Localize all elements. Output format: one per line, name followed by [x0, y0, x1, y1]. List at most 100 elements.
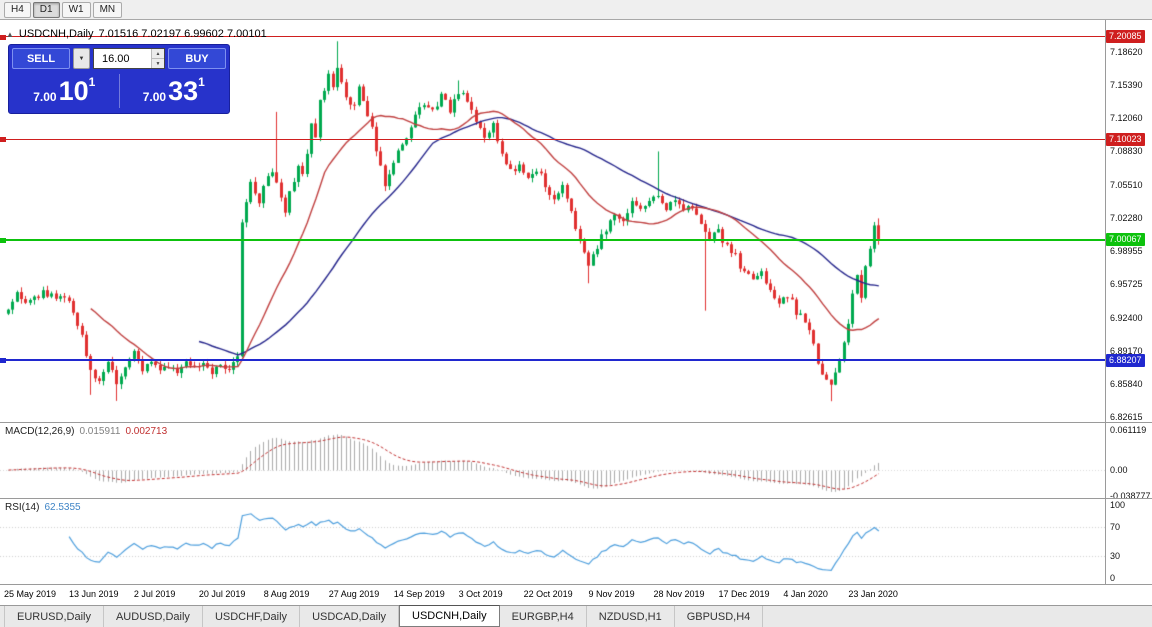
hline-6.88207[interactable] [0, 359, 1105, 362]
timeframe-button-mn[interactable]: MN [92, 1, 123, 18]
price-axis-label: 7.08830 [1110, 146, 1143, 157]
price-axis-label: 7.18620 [1110, 46, 1143, 57]
sell-price-big: 10 [58, 76, 89, 106]
sell-price-display[interactable]: 7.00 10 1 [12, 72, 117, 110]
date-label: 3 Oct 2019 [458, 589, 503, 599]
tab-eurgbp-h4[interactable]: EURGBP,H4 [500, 606, 587, 627]
axis-separator [1105, 20, 1106, 585]
rsi-canvas[interactable] [0, 499, 1105, 584]
symbol-name: USDCNH,Daily [18, 28, 94, 40]
panel-separator [0, 584, 1152, 585]
price-axis-label: 7.05510 [1110, 179, 1143, 190]
macd-canvas[interactable] [0, 423, 1105, 498]
macd-main-value: 0.015911 [79, 426, 121, 437]
rsi-axis-label: 70 [1110, 521, 1121, 532]
spinner-up-icon[interactable]: ▲ [152, 49, 164, 59]
buy-price-sup: 1 [198, 75, 205, 89]
panel-separator[interactable] [0, 422, 1152, 423]
price-tag-7.00067: 7.00067 [1106, 233, 1145, 247]
tab-eurusd-daily[interactable]: EURUSD,Daily [4, 606, 104, 627]
price-chart-panel: 7.20085 7.10023 7.00067 6.88207 7.18620 7.153… [0, 20, 1152, 422]
date-label: 14 Sep 2019 [393, 589, 445, 599]
price-axis-label: 6.89170 [1110, 345, 1143, 356]
date-label: 2 Jul 2019 [133, 589, 176, 599]
macd-panel: MACD(12,26,9) 0.015911 0.002713 0.061119… [0, 423, 1152, 498]
date-label: 4 Jan 2020 [783, 589, 828, 599]
dropdown-arrow-icon: ▼ [78, 55, 85, 62]
sell-button[interactable]: SELL [12, 48, 70, 69]
buy-price-small: 7.00 [142, 90, 167, 104]
price-tag-6.88207: 6.88207 [1106, 353, 1145, 367]
hline-left-marker [0, 237, 6, 243]
tab-usdcad-daily[interactable]: USDCAD,Daily [300, 606, 400, 627]
hline-7.00067[interactable] [0, 238, 1105, 241]
hline-left-marker [0, 137, 6, 143]
date-label: 13 Jun 2019 [68, 589, 119, 599]
tab-nzdusd-h1[interactable]: NZDUSD,H1 [587, 606, 675, 627]
date-label: 17 Dec 2019 [718, 589, 770, 599]
time-axis[interactable]: 25 May 2019 13 Jun 2019 2 Jul 2019 20 Jul 2… [0, 585, 1152, 605]
lot-size-field[interactable]: 16.00 ▲ ▼ [93, 48, 165, 69]
rsi-axis-label: 30 [1110, 551, 1121, 562]
buy-price-display[interactable]: 7.00 33 1 [122, 72, 227, 110]
price-axis-label: 7.02280 [1110, 212, 1143, 223]
macd-signal-value: 0.002713 [125, 426, 168, 437]
date-label: 23 Jan 2020 [848, 589, 898, 599]
timeframe-button-d1[interactable]: D1 [32, 1, 60, 18]
price-axis-label: 7.12060 [1110, 113, 1143, 124]
price-divider [118, 74, 120, 108]
lot-spinner: ▲ ▼ [151, 49, 164, 68]
date-label: 25 May 2019 [4, 589, 57, 599]
price-axis-label: 6.95725 [1110, 279, 1143, 290]
date-label: 8 Aug 2019 [263, 589, 310, 599]
chart-tabs-bar: EURUSD,Daily AUDUSD,Daily USDCHF,Daily USDC… [0, 605, 1152, 627]
price-axis[interactable]: 7.20085 7.10023 7.00067 6.88207 7.18620 7.153… [1106, 20, 1152, 422]
one-click-trading-widget: SELL ▼ 16.00 ▲ ▼ BUY 7.00 10 1 [8, 44, 230, 114]
date-label: 9 Nov 2019 [588, 589, 635, 599]
rsi-name: RSI(14) [5, 502, 40, 513]
rsi-label: RSI(14) 62.5355 [5, 502, 81, 513]
sell-price-small: 7.00 [33, 90, 57, 104]
macd-axis-label: 0.061119 [1110, 424, 1147, 435]
price-axis-label: 6.98955 [1110, 246, 1143, 257]
panel-separator[interactable] [0, 498, 1152, 499]
price-axis-label: 6.82615 [1110, 411, 1143, 422]
sell-price-sup: 1 [88, 75, 96, 89]
chart-up-arrow-icon: ▲ [6, 29, 14, 39]
hline-7.20085[interactable] [0, 36, 1105, 38]
tab-audusd-daily[interactable]: AUDUSD,Daily [104, 606, 203, 627]
spinner-down-icon[interactable]: ▼ [152, 59, 164, 68]
date-label: 22 Oct 2019 [523, 589, 573, 599]
buy-price-big: 33 [168, 76, 199, 106]
rsi-value: 62.5355 [44, 502, 81, 513]
macd-axis: 0.061119 0.00 -0.038777 [1106, 423, 1152, 498]
timeframe-button-w1[interactable]: W1 [61, 1, 91, 18]
macd-label: MACD(12,26,9) 0.015911 0.002713 [5, 426, 167, 437]
buy-button[interactable]: BUY [168, 48, 226, 69]
price-tag-7.20085: 7.20085 [1106, 30, 1145, 44]
tab-usdchf-daily[interactable]: USDCHF,Daily [203, 606, 301, 627]
macd-axis-label: -0.038777 [1110, 490, 1151, 498]
hline-left-marker [0, 34, 6, 40]
lot-size-value[interactable]: 16.00 [102, 52, 130, 65]
date-label: 27 Aug 2019 [328, 589, 380, 599]
date-label: 20 Jul 2019 [198, 589, 246, 599]
hline-7.10023[interactable] [0, 138, 1105, 140]
price-axis-label: 6.92400 [1110, 312, 1143, 323]
rsi-axis: 100 70 30 0 [1106, 499, 1152, 584]
timeframe-button-h4[interactable]: H4 [4, 1, 31, 18]
macd-name: MACD(12,26,9) [5, 426, 75, 437]
price-axis-label: 6.85840 [1110, 379, 1143, 390]
ohlc-values: 7.01516 7.02197 6.99602 7.00101 [98, 28, 267, 40]
macd-axis-label: 0.00 [1110, 465, 1128, 475]
tab-usdcnh-daily[interactable]: USDCNH,Daily [399, 605, 500, 627]
price-tag-7.10023: 7.10023 [1106, 132, 1145, 146]
lot-dropdown-button[interactable]: ▼ [73, 48, 90, 69]
rsi-panel: RSI(14) 62.5355 100 70 30 0 [0, 499, 1152, 584]
price-axis-label: 7.15390 [1110, 79, 1143, 90]
chart-symbol-header: ▲ USDCNH,Daily 7.01516 7.02197 6.99602 7… [6, 28, 267, 40]
date-label: 28 Nov 2019 [653, 589, 705, 599]
rsi-axis-label: 100 [1110, 500, 1126, 510]
tab-gbpusd-h4[interactable]: GBPUSD,H4 [675, 606, 764, 627]
